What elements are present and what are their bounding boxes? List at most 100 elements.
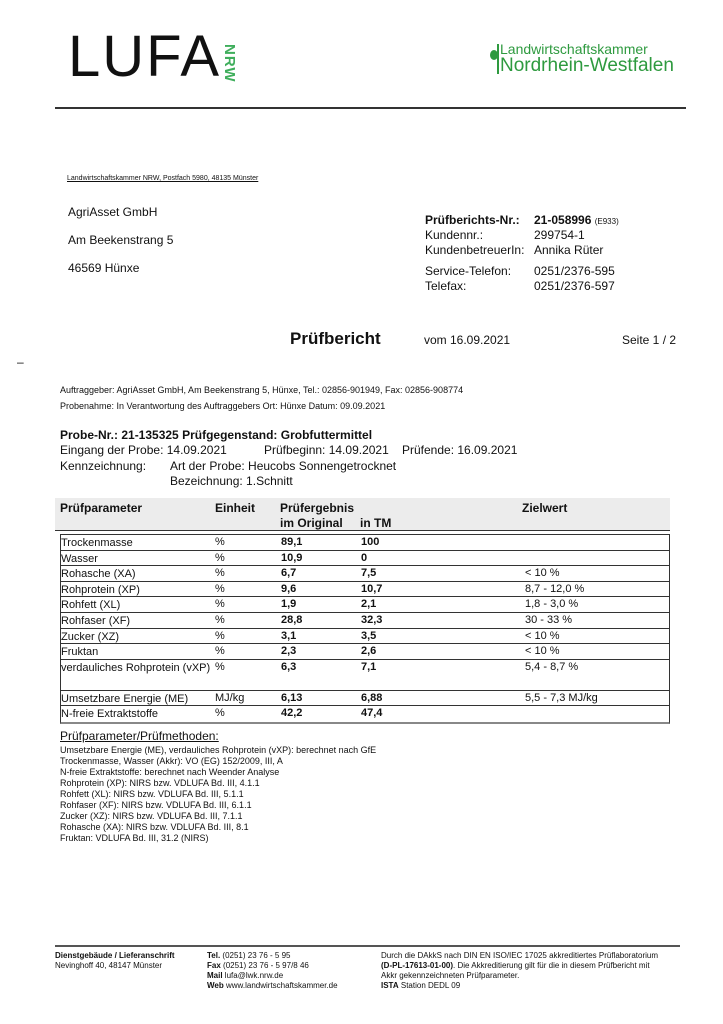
contact-value[interactable]: www.landwirtschaftskammer.de — [225, 981, 338, 990]
col-unit: Einheit — [215, 501, 256, 515]
lufa-logo: LUFA — [68, 24, 222, 89]
table-header: Prüfparameter Einheit Prüfergebnis im Or… — [55, 498, 670, 531]
recipient-street: Am Beekenstrang 5 — [68, 233, 174, 247]
contact-value[interactable]: lufa@lwk.nrw.de — [224, 971, 284, 980]
cell-original: 42,2 — [281, 707, 303, 720]
cell-tm: 47,4 — [361, 707, 383, 720]
probenahme: Probenahme: In Verantwortung des Auftrag… — [60, 401, 386, 411]
cell-target: < 10 % — [525, 645, 560, 658]
cell-target: < 10 % — [525, 629, 560, 642]
cell-param: Zucker (XZ) — [61, 630, 120, 643]
footer-accreditation: Durch die DAkkS nach DIN EN ISO/IEC 1702… — [381, 951, 658, 991]
fax-label: Telefax: — [425, 279, 467, 293]
cell-param: N-freie Extraktstoffe — [61, 708, 158, 721]
table-row: Wasser% 10,9 0 — [61, 551, 669, 567]
lwk-stem-icon — [497, 44, 499, 74]
cell-tm: 3,5 — [361, 629, 377, 642]
cell-param: Trockenmasse — [61, 537, 133, 549]
lufa-logo-nrw: NRW — [221, 44, 238, 83]
cell-original: 89,1 — [281, 536, 303, 548]
lwk-logo-line1: Landwirtschaftskammer — [500, 41, 648, 57]
ista-label: ISTA — [381, 981, 399, 990]
auftraggeber: Auftraggeber: AgriAsset GmbH, Am Beekens… — [60, 385, 464, 395]
accr-line3: Akkr gekennzeichneten Prüfparameter. — [381, 971, 520, 980]
cell-tm: 2,1 — [361, 598, 377, 611]
cell-original: 3,1 — [281, 629, 297, 642]
ista-station: Station DEDL 09 — [398, 981, 461, 990]
report-nr-value: 21-058996 — [534, 213, 592, 227]
cell-param: Wasser — [61, 552, 98, 565]
contact-value: (0251) 23 76 - 5 97/8 46 — [223, 961, 309, 970]
table-row: N-freie Extraktstoffe% 42,2 47,4 — [61, 706, 669, 722]
service-value: 0251/2376-595 — [534, 264, 615, 278]
contact-label: Fax — [207, 961, 221, 970]
cell-unit: % — [215, 660, 225, 673]
cell-unit: % — [215, 582, 225, 595]
accr-code: (D-PL-17613-01-00) — [381, 961, 454, 970]
cell-original: 2,3 — [281, 645, 297, 658]
col-original: im Original — [280, 516, 343, 530]
probe-art: Art der Probe: Heucobs Sonnengetrocknet — [170, 459, 397, 473]
cell-unit: % — [215, 629, 225, 642]
cell-param: Fruktan — [61, 646, 99, 659]
methods-list: Umsetzbare Energie (ME), verdauliches Ro… — [60, 745, 376, 844]
method-item: Trockenmasse, Wasser (Akkr): VO (EG) 152… — [60, 756, 283, 766]
cell-target: 30 - 33 % — [525, 613, 573, 626]
footer-divider — [55, 945, 680, 947]
method-item: N-freie Extraktstoffe: berechnet nach We… — [60, 767, 280, 777]
col-tm: in TM — [360, 516, 392, 530]
cell-unit: % — [215, 551, 225, 564]
method-item: Rohfett (XL): NIRS bzw. VDLUFA Bd. III, … — [60, 789, 244, 799]
cell-tm: 6,88 — [361, 691, 383, 704]
accr-text: . Die Akkreditierung gilt für die in die… — [453, 961, 650, 970]
col-target: Zielwert — [522, 501, 568, 515]
cell-original: 1,9 — [281, 598, 297, 611]
cell-target: < 10 % — [525, 567, 560, 580]
margin-dash: – — [17, 355, 24, 369]
pruefende: Prüfende: 16.09.2021 — [402, 443, 518, 457]
table-row: Trockenmasse% 89,1 100 — [61, 535, 669, 551]
cell-unit: % — [215, 645, 225, 658]
contact-label: Web — [207, 981, 224, 990]
service-label: Service-Telefon: — [425, 264, 512, 278]
contact-line: Tel. (0251) 23 76 - 5 95 — [207, 951, 338, 961]
cell-original: 6,3 — [281, 660, 297, 673]
report-nr: 21-058996 (E933) — [534, 213, 619, 227]
footer-address-value: Nevinghoff 40, 48147 Münster — [55, 961, 163, 970]
cell-tm: 7,1 — [361, 660, 377, 673]
footer-contacts: Tel. (0251) 23 76 - 5 95 Fax (0251) 23 76… — [207, 951, 338, 991]
method-item: Rohasche (XA): NIRS bzw. VDLUFA Bd. III,… — [60, 822, 249, 832]
cell-target: 5,5 - 7,3 MJ/kg — [525, 691, 598, 704]
kunden-label: Kundennr.: — [425, 228, 484, 242]
cell-param: Rohprotein (XP) — [61, 583, 140, 596]
cell-tm: 32,3 — [361, 613, 383, 626]
sender-line: Landwirtschaftskammer NRW, Postfach 5980… — [67, 175, 259, 182]
cell-tm: 2,6 — [361, 645, 377, 658]
report-date: vom 16.09.2021 — [424, 333, 511, 347]
table-row: Zucker (XZ)% 3,1 3,5 < 10 % — [61, 629, 669, 645]
col-param: Prüfparameter — [60, 501, 143, 515]
fax-value: 0251/2376-597 — [534, 279, 615, 293]
cell-target: 8,7 - 12,0 % — [525, 582, 585, 595]
lwk-logo-line2: Nordrhein-Westfalen — [500, 55, 674, 76]
contact-label: Tel. — [207, 951, 221, 960]
kennzeichnung-label: Kennzeichnung: — [60, 459, 147, 473]
method-item: Fruktan: VDLUFA Bd. III, 31.2 (NIRS) — [60, 833, 209, 843]
contact-value: (0251) 23 76 - 5 95 — [222, 951, 291, 960]
method-item: Rohfaser (XF): NIRS bzw. VDLUFA Bd. III,… — [60, 800, 252, 810]
header-divider — [55, 107, 686, 109]
table-row: Rohfett (XL)% 1,9 2,1 1,8 - 3,0 % — [61, 597, 669, 613]
probe-title: Probe-Nr.: 21-135325 Prüfgegenstand: Gro… — [60, 428, 373, 442]
cell-param: Rohasche (XA) — [61, 568, 136, 581]
method-item: Rohprotein (XP): NIRS bzw. VDLUFA Bd. II… — [60, 778, 260, 788]
cell-original: 9,6 — [281, 582, 297, 595]
footer-address: Dienstgebäude / Lieferanschrift Nevingho… — [55, 951, 175, 971]
table-row: Fruktan% 2,3 2,6 < 10 % — [61, 644, 669, 660]
accr-line2: (D-PL-17613-01-00). Die Akkreditierung g… — [381, 961, 658, 971]
method-item: Zucker (XZ): NIRS bzw. VDLUFA Bd. III, 7… — [60, 811, 243, 821]
cell-unit: % — [215, 536, 225, 548]
contact-line: Fax (0251) 23 76 - 5 97/8 46 — [207, 961, 338, 971]
cell-tm: 10,7 — [361, 582, 383, 595]
cell-target: 5,4 - 8,7 % — [525, 660, 579, 673]
kunden-value: 299754-1 — [534, 228, 585, 242]
